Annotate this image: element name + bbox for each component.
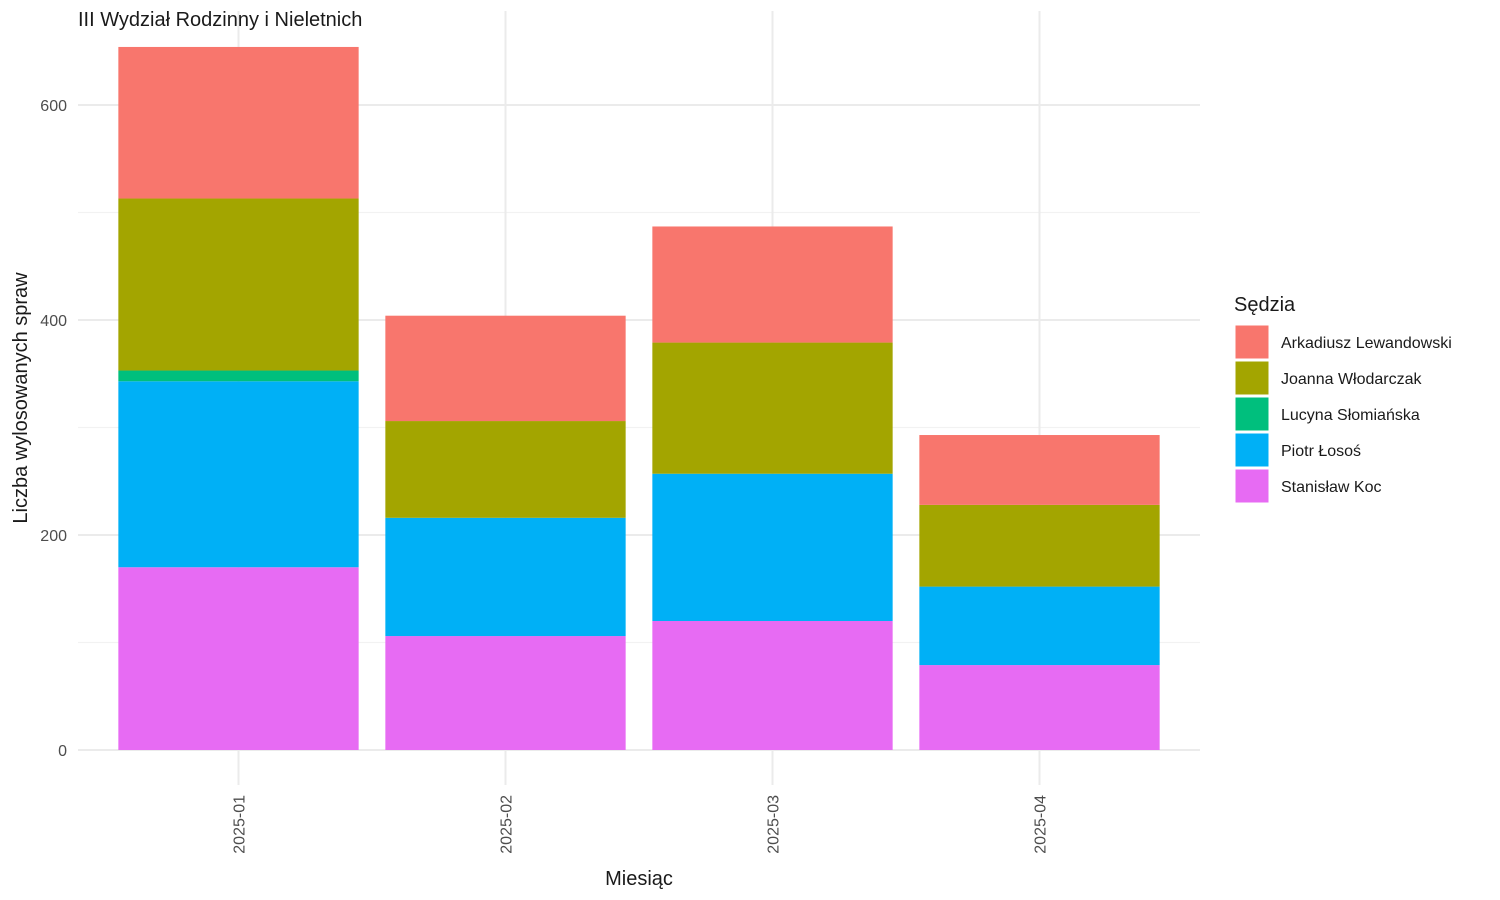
x-tick-label: 2025-02 [499, 795, 516, 854]
legend: Sędzia Arkadiusz Lewandowski Joanna Włoda… [1234, 294, 1452, 504]
bar-2025-04-joanna-wlodarczak [919, 504, 1160, 587]
bar-2025-02-stanislaw-koc [385, 636, 626, 750]
legend-label-stanislaw-koc: Stanisław Koc [1281, 479, 1382, 496]
bar-2025-04-piotr-losos [919, 586, 1160, 666]
bar-2025-01-stanislaw-koc [118, 567, 359, 750]
bar-2025-01-piotr-losos [118, 381, 359, 568]
y-tick-label: 400 [40, 313, 67, 330]
bar-2025-02-joanna-wlodarczak [385, 421, 626, 518]
x-tick-label: 2025-01 [232, 795, 249, 854]
x-axis-title: Miesiąc [605, 868, 673, 890]
x-axis-ticks: 2025-01 2025-02 2025-03 2025-04 [232, 795, 1050, 854]
y-tick-label: 0 [58, 743, 67, 760]
bar-2025-03-joanna-wlodarczak [652, 342, 893, 474]
legend-key-stanislaw-koc [1234, 468, 1270, 504]
y-axis-ticks: 0 200 400 600 [40, 98, 67, 760]
bar-2025-04-arkadiusz-lewandowski [919, 435, 1160, 505]
y-axis-title: Liczba wylosowanych spraw [10, 272, 32, 524]
legend-key-piotr-losos [1234, 432, 1270, 468]
bar-2025-01-lucyna-slomianska [118, 370, 359, 382]
bar-2025-01-arkadiusz-lewandowski [118, 46, 359, 199]
legend-label-lucyna-slomianska: Lucyna Słomiańska [1281, 407, 1420, 424]
chart-title: III Wydział Rodzinny i Nieletnich [78, 9, 362, 31]
bar-2025-04-stanislaw-koc [919, 665, 1160, 750]
bar-2025-02-arkadiusz-lewandowski [385, 315, 626, 422]
legend-label-piotr-losos: Piotr Łosoś [1281, 443, 1361, 460]
bar-2025-03-stanislaw-koc [652, 621, 893, 750]
legend-key-joanna-wlodarczak [1234, 360, 1270, 396]
legend-label-arkadiusz-lewandowski: Arkadiusz Lewandowski [1281, 335, 1452, 352]
y-tick-label: 600 [40, 98, 67, 115]
bar-2025-02-piotr-losos [385, 517, 626, 637]
legend-key-lucyna-slomianska [1234, 396, 1270, 432]
bars [118, 46, 1160, 750]
x-tick-label: 2025-04 [1033, 795, 1050, 854]
legend-key-arkadiusz-lewandowski [1234, 324, 1270, 360]
legend-label-joanna-wlodarczak: Joanna Włodarczak [1281, 371, 1423, 388]
bar-2025-03-arkadiusz-lewandowski [652, 226, 893, 343]
y-tick-label: 200 [40, 528, 67, 545]
bar-2025-01-joanna-wlodarczak [118, 198, 359, 371]
legend-title: Sędzia [1234, 294, 1296, 316]
bar-2025-03-piotr-losos [652, 473, 893, 621]
x-tick-label: 2025-03 [766, 795, 783, 854]
